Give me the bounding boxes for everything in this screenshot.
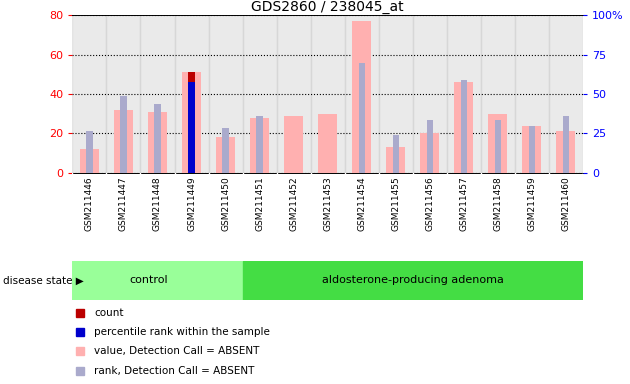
- Bar: [563, 116, 569, 173]
- Bar: [80, 149, 99, 173]
- Bar: [318, 114, 337, 173]
- Bar: [447, 15, 481, 173]
- Text: GSM211446: GSM211446: [85, 176, 94, 231]
- Text: GSM211460: GSM211460: [561, 176, 570, 231]
- Bar: [216, 137, 235, 173]
- Text: GSM211452: GSM211452: [289, 176, 298, 231]
- Bar: [86, 131, 93, 173]
- Bar: [250, 118, 269, 173]
- Bar: [392, 136, 399, 173]
- Bar: [454, 82, 473, 173]
- Bar: [284, 116, 303, 173]
- Text: value, Detection Call = ABSENT: value, Detection Call = ABSENT: [94, 346, 260, 356]
- Text: control: control: [130, 275, 168, 285]
- Bar: [188, 82, 195, 173]
- Bar: [182, 73, 201, 173]
- Bar: [495, 120, 501, 173]
- Bar: [481, 15, 515, 173]
- Text: GSM211449: GSM211449: [187, 176, 196, 231]
- Text: GSM211456: GSM211456: [425, 176, 434, 231]
- Bar: [427, 120, 433, 173]
- Bar: [386, 147, 405, 173]
- Bar: [311, 15, 345, 173]
- Bar: [352, 21, 371, 173]
- Bar: [175, 15, 209, 173]
- Text: count: count: [94, 308, 123, 318]
- Bar: [243, 261, 583, 300]
- Bar: [114, 110, 133, 173]
- Text: GSM211458: GSM211458: [493, 176, 502, 231]
- Bar: [277, 15, 311, 173]
- Bar: [358, 63, 365, 173]
- Bar: [522, 126, 541, 173]
- Text: GSM211453: GSM211453: [323, 176, 332, 231]
- Bar: [256, 116, 263, 173]
- Bar: [72, 15, 106, 173]
- Text: GSM211454: GSM211454: [357, 176, 366, 231]
- Text: GSM211447: GSM211447: [119, 176, 128, 231]
- Text: GSM211448: GSM211448: [153, 176, 162, 231]
- Text: GSM211459: GSM211459: [527, 176, 536, 231]
- Text: disease state ▶: disease state ▶: [3, 275, 84, 285]
- Text: GSM211450: GSM211450: [221, 176, 230, 231]
- Bar: [222, 127, 229, 173]
- Bar: [243, 15, 277, 173]
- Text: rank, Detection Call = ABSENT: rank, Detection Call = ABSENT: [94, 366, 255, 376]
- Bar: [209, 15, 243, 173]
- Text: GSM211451: GSM211451: [255, 176, 264, 231]
- Bar: [140, 15, 175, 173]
- Bar: [420, 134, 439, 173]
- Bar: [188, 73, 195, 173]
- Text: percentile rank within the sample: percentile rank within the sample: [94, 327, 270, 337]
- Bar: [345, 15, 379, 173]
- Bar: [549, 15, 583, 173]
- Bar: [488, 114, 507, 173]
- Bar: [106, 15, 140, 173]
- Bar: [461, 80, 467, 173]
- Bar: [556, 131, 575, 173]
- Bar: [154, 104, 161, 173]
- Bar: [413, 15, 447, 173]
- Title: GDS2860 / 238045_at: GDS2860 / 238045_at: [251, 0, 404, 14]
- Bar: [72, 261, 243, 300]
- Bar: [529, 126, 535, 173]
- Text: aldosterone-producing adenoma: aldosterone-producing adenoma: [322, 275, 503, 285]
- Bar: [515, 15, 549, 173]
- Text: GSM211455: GSM211455: [391, 176, 400, 231]
- Bar: [148, 112, 167, 173]
- Bar: [379, 15, 413, 173]
- Bar: [120, 96, 127, 173]
- Text: GSM211457: GSM211457: [459, 176, 468, 231]
